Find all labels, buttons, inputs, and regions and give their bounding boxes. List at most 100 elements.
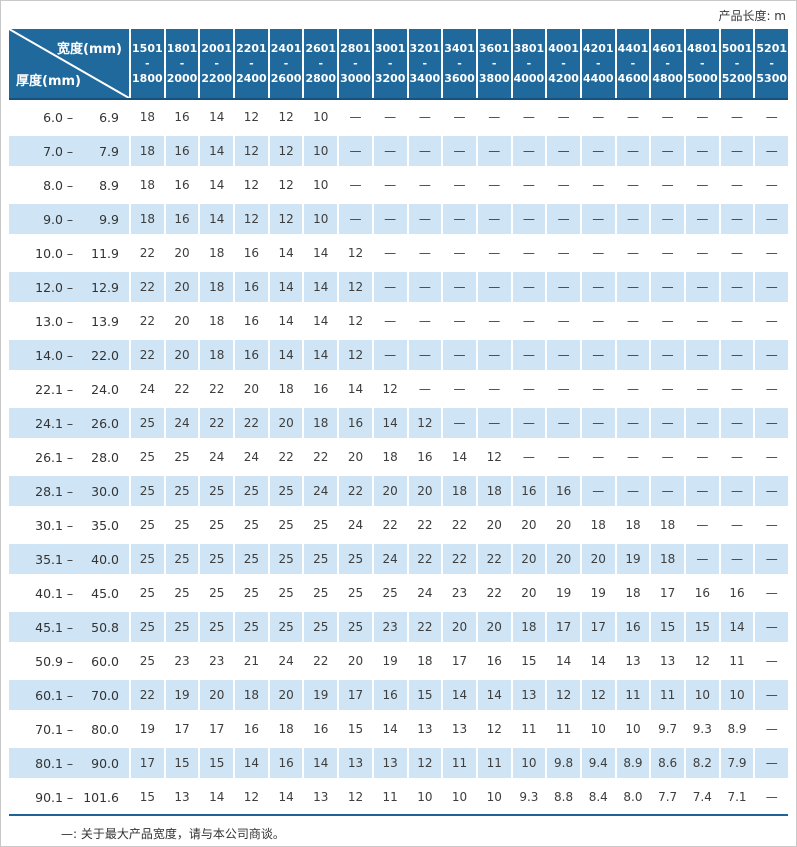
value-cell-dash: — [755,680,789,710]
value-cell-dash: — [384,178,397,192]
value-cell-dash: — [651,408,684,438]
value-cell: 13 [313,790,329,804]
value-cell-dash: — [592,450,605,464]
value-cell-dash: — [755,136,789,166]
value-cell: 9.3 [692,722,712,736]
value-cell: 24 [209,450,225,464]
value-cell-dash: — [616,136,650,166]
table-row: 10.0–11.9 22 20 18 16 14 14 12 — — — — — — — — — — — — [9,236,788,270]
value-cell: 25 [304,544,338,574]
value-cell: 14 [373,408,407,438]
value-cell-dash: — [696,178,709,192]
value-cell-dash: — [557,382,570,396]
value-cell: 25 [131,408,164,438]
value-cell: 16 [694,586,710,600]
value-cell: 18 [139,110,155,124]
value-cell: 17 [547,612,580,642]
value-cell: 22 [235,408,268,438]
value-cell: 17 [339,680,372,710]
value-cell: 16 [616,612,650,642]
table-row: 14.0–22.0 22 20 18 16 14 14 12— — — — — — — — — — — — [9,338,789,372]
value-cell: 22 [131,272,164,302]
value-cell: 18 [625,586,641,600]
value-cell-dash: — [765,586,778,600]
value-cell-dash: — [408,340,442,370]
thickness-range-label: 24.1–26.0 [9,408,129,438]
value-cell: 24 [373,544,407,574]
value-cell-dash: — [339,204,372,234]
footer-divider [9,814,788,816]
value-cell-dash: — [626,450,639,464]
value-cell-dash: — [453,246,466,260]
value-cell: 14 [304,340,338,370]
value-cell: 16 [235,340,268,370]
value-cell: 16 [547,476,580,506]
value-cell-dash: — [696,246,709,260]
value-cell-dash: — [408,272,442,302]
value-cell: 22 [486,586,502,600]
value-cell-dash: — [477,340,511,370]
value-cell-dash: — [731,382,744,396]
value-cell: 15 [139,790,155,804]
value-cell-dash: — [477,272,511,302]
value-cell: 25 [200,476,234,506]
value-cell-dash: — [686,476,719,506]
value-cell: 12 [382,382,398,396]
value-cell: 20 [521,518,537,532]
thickness-range-label: 35.1–40.0 [9,544,129,574]
value-cell: 24 [165,408,199,438]
thickness-range-label: 22.1–24.0 [35,381,119,397]
value-cell-dash: — [731,110,744,124]
value-cell: 22 [408,544,442,574]
value-cell-dash: — [522,382,535,396]
value-cell-dash: — [557,450,570,464]
value-cell: 25 [131,612,164,642]
value-cell: 20 [165,340,199,370]
value-cell: 12 [347,790,364,804]
corner-cell: 宽度(mm) 厚度(mm) [9,29,129,98]
value-cell: 14 [235,748,268,778]
value-cell: 24 [347,518,364,532]
value-cell: 12 [243,790,260,804]
width-range-header: 3401- 3600 [443,29,476,98]
value-cell: 8.8 [554,790,574,804]
value-cell-dash: — [696,314,709,328]
value-cell: 11 [555,722,572,736]
value-cell: 12 [339,340,372,370]
value-cell: 16 [269,748,303,778]
table-row: 7.0–7.9 18 16 14 12 12 10— — — — — — — — — — — — — [9,134,789,168]
value-cell: 12 [486,450,502,464]
value-cell-dash: — [373,204,407,234]
value-cell-dash: — [720,204,754,234]
value-cell-dash: — [592,314,605,328]
thickness-range-label: 13.0–13.9 [35,313,119,329]
value-cell-dash: — [557,314,570,328]
value-cell-dash: — [512,204,546,234]
value-cell-dash: — [592,382,605,396]
value-cell-dash: — [731,314,744,328]
value-cell-dash: — [592,178,605,192]
thickness-range-label: 9.0–9.9 [9,204,129,234]
width-range-header: 5001- 5200 [720,29,754,98]
value-cell-dash: — [339,136,372,166]
value-cell: 13 [625,654,641,668]
value-cell-dash: — [765,246,778,260]
value-cell: 20 [547,544,580,574]
value-cell: 25 [313,586,329,600]
value-cell-dash: — [626,110,639,124]
value-cell: 25 [313,518,329,532]
value-cell: 17 [581,612,615,642]
value-cell: 14 [347,382,364,396]
value-cell-dash: — [477,136,511,166]
value-cell-dash: — [661,178,674,192]
value-cell-dash: — [720,408,754,438]
value-cell-dash: — [765,382,778,396]
value-cell-dash: — [443,136,476,166]
value-cell: 19 [555,586,572,600]
value-cell: 23 [373,612,407,642]
value-cell: 15 [165,748,199,778]
value-cell: 8.9 [727,722,747,736]
value-cell: 10 [313,178,329,192]
value-cell-dash: — [765,110,778,124]
